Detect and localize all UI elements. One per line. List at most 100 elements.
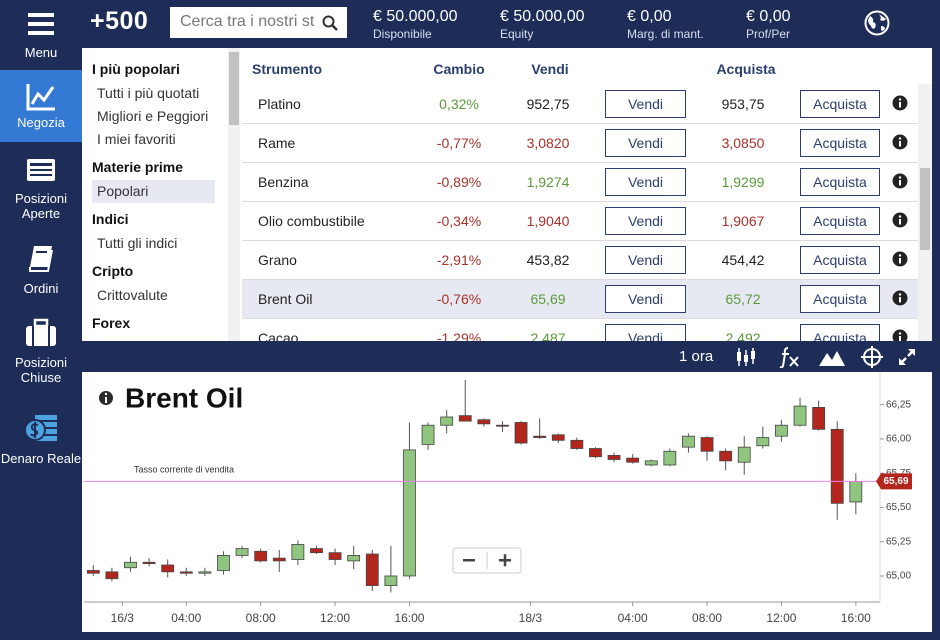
sidebar-label: Negozia [17,115,65,130]
stat: € 0,00 Marg. di mant. [627,8,704,42]
category-item[interactable]: Migliori e Peggiori [97,108,209,124]
stat-value: € 50.000,00 [500,8,585,25]
buy-button[interactable]: Acquista [800,285,880,313]
instrument-row[interactable]: Brent Oil -0,76% 65,69 65,72 Vendi Acquista [242,280,918,319]
buy-cell: 65,72 [725,291,761,307]
sell-cell: 2,487 [530,330,566,341]
instrument-row[interactable]: Cacao -1,29% 2,487 2,492 Vendi Acquista [242,319,918,341]
language-globe[interactable] [864,10,890,36]
sell-button[interactable]: Vendi [605,90,686,118]
sell-button[interactable]: Vendi [605,324,686,341]
sell-button[interactable]: Vendi [605,207,686,235]
instrument-panel: I più popolari Tutti i più quotati Miglior… [82,48,932,341]
sell-button[interactable]: Vendi [605,129,686,157]
instrument-row[interactable]: Benzina -0,89% 1,9274 1,9299 Vendi Acquista [242,163,918,202]
money-icon [24,415,57,441]
price-chart: Brent Oil Tasso corrente di vendita 65,0… [82,372,932,632]
sell-button[interactable]: Vendi [605,168,686,196]
name-cell: Grano [258,252,297,268]
sell-button[interactable]: Vendi [605,246,686,274]
info-icon[interactable] [892,329,908,341]
name-cell: Brent Oil [258,291,313,307]
candle-body [458,415,472,422]
category-item[interactable]: I miei favoriti [97,131,176,147]
buy-button[interactable]: Acquista [800,90,880,118]
info-icon[interactable] [892,95,908,111]
closed-positions-button[interactable]: Posizioni Chiuse [0,312,82,392]
buy-cell: 454,42 [721,252,765,268]
fullscreen-icon[interactable] [897,347,917,367]
zoom-in[interactable] [503,554,507,567]
sell-cell: 952,75 [526,96,570,112]
instrument-row[interactable]: Olio combustibile -0,34% 1,9040 1,9067 Vendi… [242,202,918,241]
price-tag [876,473,912,490]
candle-body [272,557,286,562]
scroll-thumb[interactable] [920,168,930,250]
indicators-icon[interactable] [778,346,800,368]
stat: € 0,00 Prof/Per [746,8,790,42]
buy-cell: 2,492 [725,330,761,341]
candle-body [105,571,119,580]
chart-area-icon[interactable] [818,347,846,367]
category-item[interactable]: Tutti i più quotati [97,85,200,101]
search-icon [322,15,338,31]
y-tick-label: 66,25 [886,399,911,410]
trade-button[interactable]: Negozia [0,70,82,142]
change-cell: -0,34% [436,213,482,229]
stat-value: € 50.000,00 [373,8,458,25]
buy-button[interactable]: Acquista [800,168,880,196]
open-positions-button[interactable]: Posizioni Aperte [0,144,82,222]
sell-cell: 3,0820 [526,135,570,151]
buy-button[interactable]: Acquista [800,246,880,274]
info-icon[interactable] [892,251,908,267]
candle-body [607,454,621,460]
sell-cell: 1,9040 [526,213,570,229]
candle-body [551,434,565,441]
candle-body [849,481,863,503]
candle-body [142,561,156,565]
real-money-button[interactable]: Denaro Reale [0,408,82,488]
category-scrollbar[interactable] [228,48,240,341]
sidebar-label: Ordini [23,281,59,296]
instrument-row[interactable]: Rame -0,77% 3,0820 3,0850 Vendi Acquista [242,124,918,163]
info-icon[interactable] [892,212,908,228]
category-item[interactable]: Tutti gli indici [97,235,178,251]
category-item[interactable]: Crittovalute [97,287,168,303]
candle-type-icon[interactable] [734,346,758,368]
x-tick-label: 16/3 [111,611,135,625]
info-icon[interactable] [892,290,908,306]
menu-icon [28,13,54,35]
buy-button[interactable]: Acquista [800,207,880,235]
search-box[interactable]: Cerca tra i nostri st [170,7,347,38]
table-scrollbar[interactable] [918,84,932,341]
change-cell: -2,91% [436,252,482,268]
buy-button[interactable]: Acquista [800,324,880,341]
candle-body [663,450,677,466]
orders-button[interactable]: Ordini [0,236,82,300]
column-header: Strumento [252,61,322,77]
crosshair-icon[interactable] [860,345,884,369]
top-bar: +500 Cerca tra i nostri st € 50.000,00 Di… [82,0,940,48]
category-item[interactable]: Popolari [92,180,215,203]
candle-body [682,435,695,448]
candle-body [365,553,379,586]
candle-body [644,460,658,466]
sidebar-label: Denaro Reale [0,451,82,466]
buy-cell: 3,0850 [721,135,765,151]
info-icon[interactable] [892,134,908,150]
instrument-row[interactable]: Grano -2,91% 453,82 454,42 Vendi Acquista [242,241,918,280]
instrument-row[interactable]: Platino 0,32% 952,75 953,75 Vendi Acquista [242,85,918,124]
candle-body [291,544,305,560]
y-tick-label: 65,00 [886,571,911,582]
scroll-thumb[interactable] [229,52,239,125]
info-icon[interactable] [892,173,908,189]
buy-button[interactable]: Acquista [800,129,880,157]
interval-selector[interactable]: 1 ora [679,348,714,365]
buy-cell: 1,9067 [721,213,765,229]
sell-button[interactable]: Vendi [605,285,686,313]
annotation: Tasso corrente di vendita [134,464,234,474]
menu-button[interactable]: Menu [0,0,82,68]
candle-body [179,571,193,574]
zoom-out[interactable] [463,559,475,562]
candle-body [235,548,249,556]
